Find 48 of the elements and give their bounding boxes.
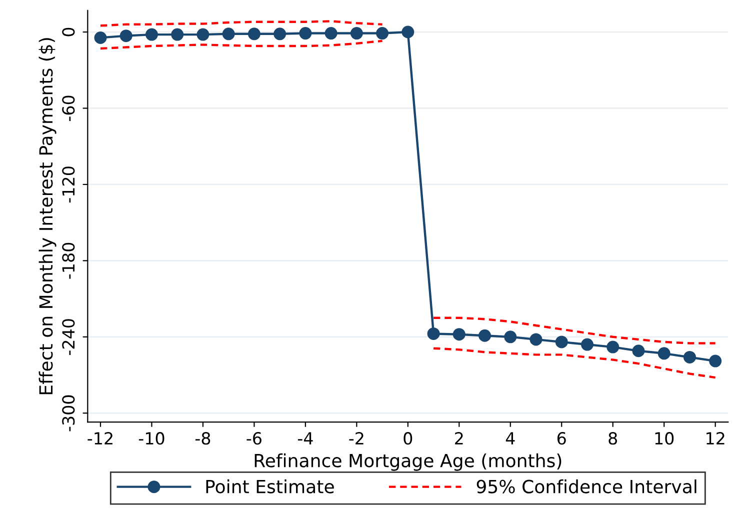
point (222, 28, 235, 40)
x-tick-label: -4 (298, 432, 313, 444)
x-tick-label: 6 (557, 432, 566, 445)
x-tick-label: 10 (655, 432, 674, 445)
point (580, 338, 594, 351)
y-tick-label: -120 (62, 166, 75, 203)
y-axis-title: Effect on Monthly Interest Payments ($) (38, 38, 56, 394)
point (709, 354, 722, 368)
point (94, 31, 107, 44)
point (196, 28, 210, 41)
legend-label: Point Estimate (206, 479, 334, 494)
point (248, 28, 260, 40)
legend-label: 95% Confidence Interval (476, 479, 696, 494)
x-tick-label: -2 (349, 432, 364, 444)
point (478, 329, 492, 342)
point (427, 327, 440, 340)
point (350, 27, 363, 40)
x-tick-label: -6 (246, 432, 262, 445)
point (683, 350, 696, 364)
x-tick-label: 0 (404, 432, 412, 445)
y-tick-label: -300 (62, 395, 75, 432)
point (145, 28, 158, 41)
point (504, 330, 517, 344)
x-tick-label: 4 (506, 432, 515, 444)
y-tick-label: -180 (62, 242, 75, 279)
point (299, 27, 312, 40)
point (402, 26, 414, 38)
y-tick-label: 0 (62, 28, 75, 36)
point (530, 333, 542, 346)
x-tick-label: -10 (138, 432, 164, 445)
point (171, 28, 184, 41)
x-tick-label: 12 (706, 432, 724, 444)
point (452, 328, 466, 341)
x-axis-title: Refinance Mortgage Age (months) (254, 453, 562, 471)
y-tick-label: -240 (62, 319, 75, 355)
y-tick-label: -60 (62, 96, 75, 122)
point (555, 336, 568, 348)
point (120, 30, 132, 42)
point (606, 340, 620, 354)
point (324, 27, 338, 40)
point (376, 27, 389, 40)
point (274, 28, 286, 40)
x-tick-label: 2 (455, 432, 463, 444)
point (658, 347, 670, 360)
x-tick-label: -8 (195, 432, 210, 445)
x-tick-label: 8 (608, 432, 618, 445)
point (632, 344, 645, 358)
x-tick-label: -12 (88, 432, 112, 444)
